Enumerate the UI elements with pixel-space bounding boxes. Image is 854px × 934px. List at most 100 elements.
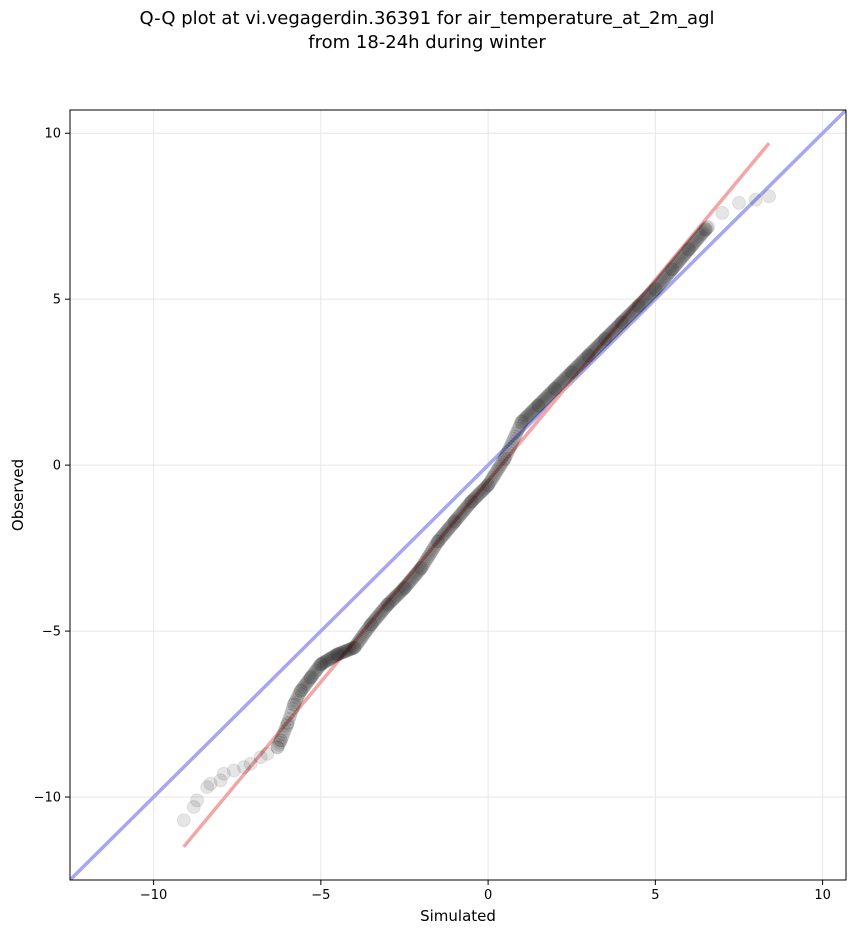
quantile-point: [531, 398, 546, 413]
quantile-point: [444, 517, 459, 532]
quantile-point: [380, 597, 395, 612]
quantile-point: [639, 291, 654, 306]
quantile-point: [625, 305, 640, 320]
quantile-point: [681, 242, 696, 257]
quantile-point: [593, 336, 608, 351]
quantile-point: [375, 603, 390, 618]
quantile-point: [512, 418, 527, 433]
quantile-point: [531, 398, 546, 413]
quantile-point: [524, 405, 539, 420]
quantile-point: [580, 349, 595, 364]
quantile-point: [276, 727, 291, 742]
quantile-point: [213, 773, 228, 788]
quantile-point: [579, 350, 594, 365]
quantile-point: [680, 244, 695, 259]
quantile-point: [415, 558, 430, 573]
quantile-point: [633, 297, 648, 312]
quantile-point: [545, 384, 560, 399]
quantile-point: [342, 642, 357, 657]
quantile-point: [371, 609, 386, 624]
quantile-point: [271, 737, 286, 752]
y-tick-label: 10: [44, 127, 61, 142]
quantile-point: [401, 576, 416, 591]
quantile-point: [442, 520, 457, 535]
quantile-point: [190, 793, 205, 808]
quantile-point: [696, 224, 711, 239]
quantile-point: [331, 647, 346, 662]
quantile-point: [543, 386, 558, 401]
quantile-point: [565, 364, 580, 379]
quantile-point: [485, 470, 500, 485]
quantile-point: [551, 378, 566, 393]
quantile-point: [408, 567, 423, 582]
x-tick-label: 5: [651, 888, 659, 903]
quantile-point: [474, 485, 489, 500]
quantile-point: [460, 499, 475, 514]
quantile-point: [561, 368, 576, 383]
quantile-point: [691, 230, 706, 245]
quantile-point: [313, 657, 328, 672]
quantile-point: [354, 630, 369, 645]
quantile-point: [402, 574, 417, 589]
quantile-point: [568, 361, 583, 376]
quantile-point: [491, 461, 506, 476]
quantile-point: [642, 287, 657, 302]
quantile-point: [664, 262, 679, 277]
quantile-point: [372, 607, 387, 622]
quantile-point: [385, 593, 400, 608]
quantile-point: [636, 293, 651, 308]
quantile-point: [554, 374, 569, 389]
quantile-point: [406, 570, 421, 585]
quantile-point: [176, 813, 191, 828]
quantile-point: [323, 651, 338, 666]
quantile-point: [335, 645, 350, 660]
quantile-point: [414, 560, 429, 575]
quantile-point: [519, 409, 534, 424]
quantile-point: [468, 490, 483, 505]
quantile-point: [421, 549, 436, 564]
quantile-point: [289, 693, 304, 708]
quantile-point: [669, 256, 684, 271]
quantile-point: [330, 647, 345, 662]
quantile-point: [454, 506, 469, 521]
quantile-point: [319, 653, 334, 668]
quantile-point: [689, 233, 704, 248]
quantile-point: [504, 436, 519, 451]
quantile-point: [358, 625, 373, 640]
quantile-point: [353, 632, 368, 647]
quantile-point: [526, 402, 541, 417]
quantile-point: [397, 580, 412, 595]
quantile-point: [517, 412, 532, 427]
quantile-point: [278, 721, 293, 736]
quantile-point: [559, 370, 574, 385]
quantile-point: [447, 514, 462, 529]
quantile-point: [306, 666, 321, 681]
quantile-point: [291, 688, 306, 703]
quantile-point: [695, 226, 710, 241]
quantile-point: [508, 429, 523, 444]
quantile-point: [488, 466, 503, 481]
quantile-point: [631, 298, 646, 313]
quantile-point: [564, 365, 579, 380]
quantile-point: [338, 644, 353, 659]
quantile-point: [332, 646, 347, 661]
quantile-point: [451, 509, 466, 524]
quantile-point: [571, 358, 586, 373]
quantile-point: [550, 379, 565, 394]
quantile-point: [681, 242, 696, 257]
quantile-point: [537, 392, 552, 407]
quantile-point: [584, 345, 599, 360]
quantile-point: [340, 643, 355, 658]
quantile-point: [362, 619, 377, 634]
x-tick-label: −5: [311, 888, 330, 903]
quantile-point: [396, 581, 411, 596]
quantile-point: [493, 457, 508, 472]
quantile-point: [648, 282, 663, 297]
quantile-point: [643, 286, 658, 301]
quantile-point: [607, 322, 622, 337]
quantile-point: [609, 320, 624, 335]
quantile-point: [687, 236, 702, 251]
quantile-point: [467, 491, 482, 506]
quantile-point: [349, 636, 364, 651]
quantile-point: [395, 582, 410, 597]
